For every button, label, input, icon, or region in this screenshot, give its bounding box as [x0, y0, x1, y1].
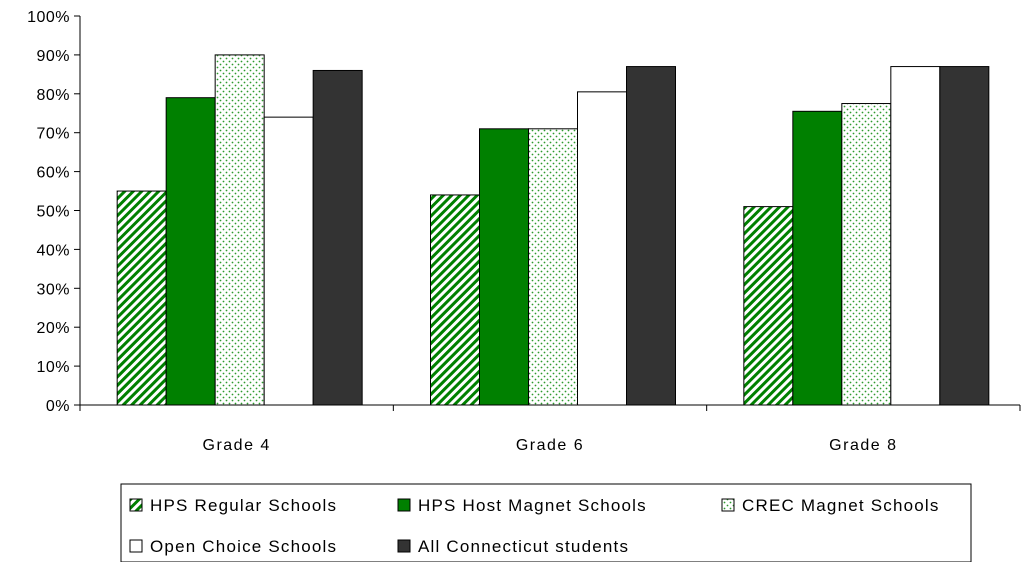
- y-tick-label: 100%: [27, 9, 70, 26]
- y-tick-label: 0%: [46, 398, 70, 415]
- bar: [116, 190, 167, 406]
- bar: [792, 110, 843, 406]
- legend-swatch: [397, 498, 411, 512]
- legend-label: CREC Magnet Schools: [742, 496, 940, 515]
- bar: [214, 54, 265, 406]
- bar: [577, 91, 627, 406]
- y-tick-label: 40%: [36, 242, 70, 259]
- legend-label: Open Choice Schools: [150, 537, 337, 556]
- bar: [263, 116, 314, 406]
- y-tick-label: 30%: [36, 281, 70, 298]
- bar: [528, 128, 578, 406]
- x-category-label: Grade 6: [516, 437, 584, 454]
- legend-label: HPS Regular Schools: [150, 496, 337, 515]
- bar: [939, 66, 990, 406]
- y-axis: 0% 10% 20% 30% 40% 50% 60% 70% 80% 90% 100%: [27, 9, 81, 415]
- legend-swatch: [129, 498, 143, 512]
- legend-label: HPS Host Magnet Schools: [418, 496, 647, 515]
- bar: [626, 66, 676, 406]
- legend-swatch: [129, 539, 143, 553]
- legend: HPS Regular Schools HPS Host Magnet Schoo…: [120, 483, 972, 562]
- y-tick-label: 80%: [36, 87, 70, 104]
- bar: [841, 103, 892, 406]
- legend-swatch: [721, 498, 735, 512]
- legend-swatch: [397, 539, 411, 553]
- legend-label: All Connecticut students: [418, 537, 629, 556]
- x-axis: Grade 4 Grade 6 Grade 8: [79, 404, 1021, 454]
- legend-items: HPS Regular Schools HPS Host Magnet Schoo…: [129, 496, 940, 556]
- y-tick-label: 10%: [36, 359, 70, 376]
- y-tick-label: 90%: [36, 48, 70, 65]
- bar: [743, 206, 794, 406]
- bar: [165, 97, 216, 406]
- y-tick-label: 70%: [36, 126, 70, 143]
- y-tick-label: 20%: [36, 320, 70, 337]
- bar: [479, 128, 529, 406]
- bar: [430, 194, 480, 406]
- x-category-label: Grade 4: [203, 437, 271, 454]
- x-category-label: Grade 8: [829, 437, 897, 454]
- bar: [890, 66, 941, 406]
- y-tick-label: 50%: [36, 204, 70, 221]
- bar: [312, 69, 363, 406]
- y-tick-label: 60%: [36, 165, 70, 182]
- legend-box: [120, 483, 972, 562]
- bars: [116, 54, 990, 406]
